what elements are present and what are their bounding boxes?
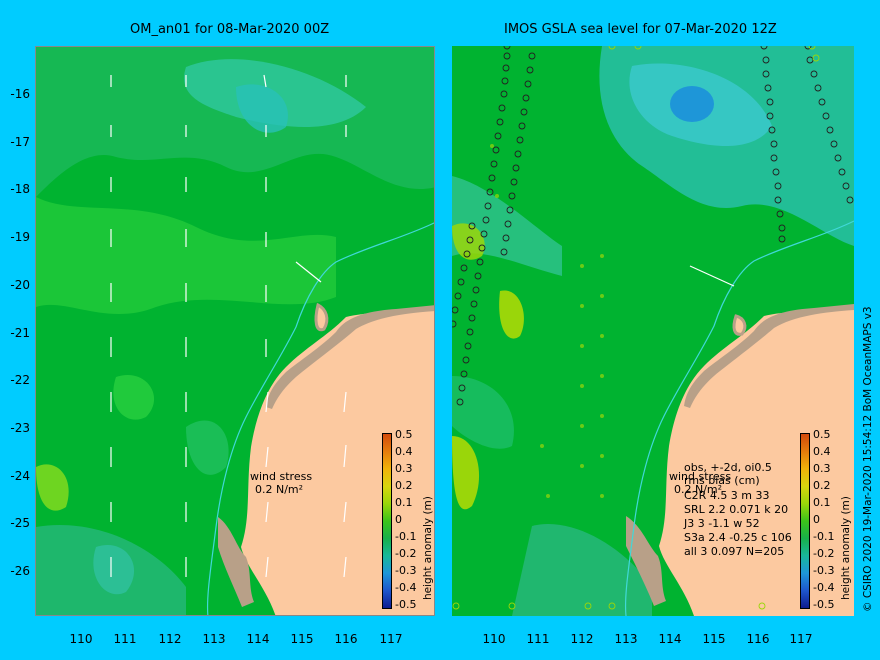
wind-stress-scale-right: 0.2 N/m² (674, 483, 723, 496)
lon-tick: 112 (158, 632, 182, 646)
lat-tick: -25 (10, 516, 30, 530)
lon-tick: 114 (658, 632, 682, 646)
lon-tick: 113 (614, 632, 638, 646)
lon-tick: 116 (746, 632, 770, 646)
lat-tick: -22 (10, 373, 30, 387)
left-map-panel[interactable] (35, 46, 435, 616)
right-colorbar (800, 433, 810, 609)
lat-tick: -16 (10, 87, 30, 101)
stats-row: C2R 4.5 3 m 33 (684, 489, 770, 502)
stats-header-2: rms bias (cm) (684, 474, 760, 487)
left-map-svg (36, 47, 434, 615)
lat-tick: -24 (10, 469, 30, 483)
wind-stress-label-left: wind stress (250, 470, 313, 483)
lon-tick: 110 (69, 632, 93, 646)
lon-tick: 116 (334, 632, 358, 646)
left-colorbar-label: height anomaly (m) (422, 496, 434, 600)
right-map-title: IMOS GSLA sea level for 07-Mar-2020 12Z (504, 22, 777, 37)
stats-row: SRL 2.2 0.071 k 20 (684, 503, 789, 516)
lon-tick: 114 (246, 632, 270, 646)
lat-tick: -21 (10, 326, 30, 340)
lon-tick: 115 (702, 632, 726, 646)
lat-tick: -17 (10, 135, 30, 149)
lon-tick: 117 (789, 632, 813, 646)
wind-stress-label-right: wind stress (669, 470, 732, 483)
stats-row: J3 3 -1.1 w 52 (684, 517, 760, 530)
lat-tick: -18 (10, 182, 30, 196)
lon-tick: 117 (379, 632, 403, 646)
lon-tick: 113 (202, 632, 226, 646)
right-map-svg (452, 46, 854, 616)
credit-text: © CSIRO 2020 19-Mar-2020 15:54:12 BoM Oc… (862, 306, 874, 612)
lon-tick: 112 (570, 632, 594, 646)
right-map-panel[interactable] (452, 46, 854, 616)
lat-tick: -23 (10, 421, 30, 435)
wind-stress-scale-left: 0.2 N/m² (255, 483, 304, 496)
lon-tick: 110 (482, 632, 506, 646)
lat-tick: -26 (10, 564, 30, 578)
lon-tick: 115 (290, 632, 314, 646)
stats-header-1: obs, +-2d, oi0.5 (684, 461, 772, 474)
right-colorbar-label: height anomaly (m) (840, 496, 852, 600)
lat-tick: -19 (10, 230, 30, 244)
left-colorbar (382, 433, 392, 609)
left-map-title: OM_an01 for 08-Mar-2020 00Z (130, 22, 330, 37)
lat-tick: -20 (10, 278, 30, 292)
stats-row: all 3 0.097 N=205 (684, 545, 785, 558)
lon-tick: 111 (526, 632, 550, 646)
lon-tick: 111 (113, 632, 137, 646)
stats-row: S3a 2.4 -0.25 c 106 (684, 531, 792, 544)
